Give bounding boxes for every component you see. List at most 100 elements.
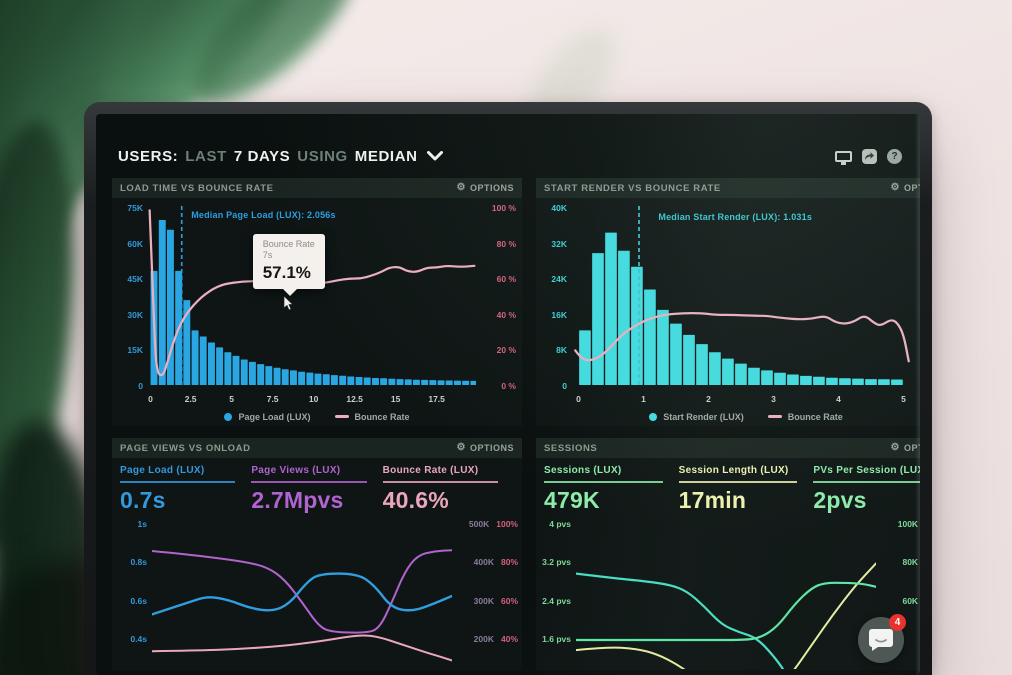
x-axis-tick: 15 (390, 394, 401, 404)
histogram-bar (412, 379, 420, 385)
options-label: OPTIONS (903, 183, 920, 193)
panel-sessions: SESSIONS ⚙ OPTIONS Sessions (LUX) 479K (536, 438, 920, 670)
histogram-bar (158, 220, 166, 385)
sessions-chart[interactable] (576, 519, 876, 669)
share-icon[interactable] (862, 148, 877, 164)
histogram-bar (891, 379, 903, 385)
histogram-bar (813, 376, 825, 385)
options-button[interactable]: ⚙ OPTIONS (890, 182, 920, 194)
panel-title: PAGE VIEWS VS ONLOAD (120, 442, 251, 454)
histogram-bar (826, 377, 838, 385)
x-axis-tick: 2 (706, 394, 711, 404)
histogram-bar (306, 372, 314, 385)
histogram-bar (748, 367, 760, 385)
histogram-bar (761, 370, 773, 385)
histogram-bar (355, 377, 363, 385)
legend-bounce-rate[interactable]: Bounce Rate (767, 412, 843, 422)
chart-area: 4 pvs 3.2 pvs 2.4 pvs 1.6 pvs 100K40 min… (536, 517, 920, 670)
page-views-chart[interactable] (152, 519, 452, 669)
header-last: LAST (185, 147, 227, 165)
gear-icon: ⚙ (890, 442, 900, 453)
histogram-bar (429, 380, 437, 385)
histogram-bar (380, 378, 388, 385)
x-axis-tick: 12.5 (346, 394, 363, 404)
legend-start-render[interactable]: Start Render (LUX) (649, 412, 744, 422)
chat-launcher[interactable]: 4 (858, 614, 906, 663)
legend-bounce-rate[interactable]: Bounce Rate (334, 412, 410, 422)
dashboard-header: USERS: LAST 7 DAYS USING MEDIAN (112, 142, 906, 170)
chart-area: 40K 32K 24K 16K 8K 0 100 % (542, 203, 920, 391)
histogram-bar (265, 366, 273, 385)
start-render-chart[interactable] (572, 203, 910, 385)
header-using: USING (297, 147, 348, 165)
legend: Page Load (LUX) Bounce Rate (118, 407, 516, 426)
histogram-bar (207, 342, 215, 385)
chart-tooltip: Bounce Rate 7s 57.1% (252, 234, 325, 295)
options-button[interactable]: ⚙ OPTIONS (890, 442, 920, 454)
histogram-bar (470, 380, 476, 385)
panel-grid: LOAD TIME VS BOUNCE RATE ⚙ OPTIONS Media… (112, 178, 920, 670)
metrics-row: Sessions (LUX) 479K Session Length (LUX)… (536, 458, 920, 517)
options-label: OPTIONS (469, 443, 514, 453)
tooltip-title: Bounce Rate (262, 239, 315, 249)
tooltip-subtitle: 7s (262, 250, 273, 261)
metric-page-views: Page Views (LUX) 2.7Mpvs (251, 465, 382, 514)
histogram-bar (347, 376, 355, 385)
histogram-bar (363, 377, 371, 385)
series-line (576, 581, 876, 642)
options-button[interactable]: ⚙ OPTIONS (456, 182, 514, 194)
histogram-bar (787, 374, 799, 385)
histogram-bar (330, 375, 338, 385)
histogram-bar (670, 323, 682, 385)
y-axis-right: 100K40 min 80K32 min 60K24 min 40K (897, 519, 919, 606)
panel-page-views-header: PAGE VIEWS VS ONLOAD ⚙ OPTIONS (112, 438, 522, 458)
legend-page-load[interactable]: Page Load (LUX) (224, 412, 311, 422)
y-axis-left: 75K 60K 45K 30K 15K 0 (127, 203, 143, 391)
histogram-bar (404, 379, 412, 385)
histogram-bar (322, 374, 330, 385)
histogram-bar (437, 380, 445, 385)
options-label: OPTIONS (903, 443, 920, 453)
gear-icon: ⚙ (890, 182, 900, 193)
metric-value: 17min (678, 487, 747, 513)
panel-title: SESSIONS (544, 442, 598, 454)
metric-sessions: Sessions (LUX) 479K (544, 465, 679, 514)
header-median: MEDIAN (354, 147, 418, 165)
x-axis-tick: 0 (576, 394, 581, 404)
help-icon[interactable]: ? (887, 148, 902, 164)
legend-dot (649, 412, 658, 421)
histogram-bar (257, 364, 265, 385)
histogram-bar (453, 380, 461, 385)
monitor-icon[interactable] (835, 150, 852, 165)
legend: Start Render (LUX) Bounce Rate (542, 407, 920, 426)
y-axis-left: 4 pvs 3.2 pvs 2.4 pvs 1.6 pvs (542, 519, 571, 644)
legend-dot (224, 412, 233, 421)
x-axis-tick: 0 (148, 394, 153, 404)
users-range-dropdown[interactable]: USERS: LAST 7 DAYS USING MEDIAN (118, 148, 443, 165)
histogram-bar (605, 232, 617, 385)
metric-bounce-rate: Bounce Rate (LUX) 40.6% (382, 465, 514, 514)
gear-icon: ⚙ (456, 182, 466, 193)
x-axis-tick: 2.5 (184, 394, 197, 404)
series-line (574, 312, 910, 363)
series-line (576, 562, 876, 669)
chart-area: 1s 0.8s 0.6s 0.4s 500K 100% 400K 80% 300K 6… (112, 517, 522, 670)
y-axis-right: 100 % 80 % 60 % 40 % 20 % 0 % (910, 203, 920, 391)
options-button[interactable]: ⚙ OPTIONS (457, 443, 514, 454)
histogram-bar (865, 379, 877, 385)
series-line (152, 549, 452, 634)
chat-bubble-icon (869, 629, 893, 651)
metric-value: 0.7s (120, 487, 166, 513)
load-time-chart[interactable] (148, 203, 476, 385)
panel-body: Median Start Render (LUX): 1.031s 40K 32… (536, 198, 920, 426)
histogram-bar (696, 344, 708, 385)
histogram-bar (462, 380, 470, 385)
y-axis-left: 1s 0.8s 0.6s 0.4s (130, 519, 147, 644)
metric-value: 2.7Mpvs (251, 487, 344, 513)
median-annotation: Median Start Render (LUX): 1.031s (658, 212, 813, 222)
chevron-down-icon (426, 148, 443, 165)
mouse-cursor (283, 295, 294, 316)
panel-start-render: START RENDER VS BOUNCE RATE ⚙ OPTIONS Me… (536, 178, 920, 426)
histogram-bar (289, 370, 297, 385)
